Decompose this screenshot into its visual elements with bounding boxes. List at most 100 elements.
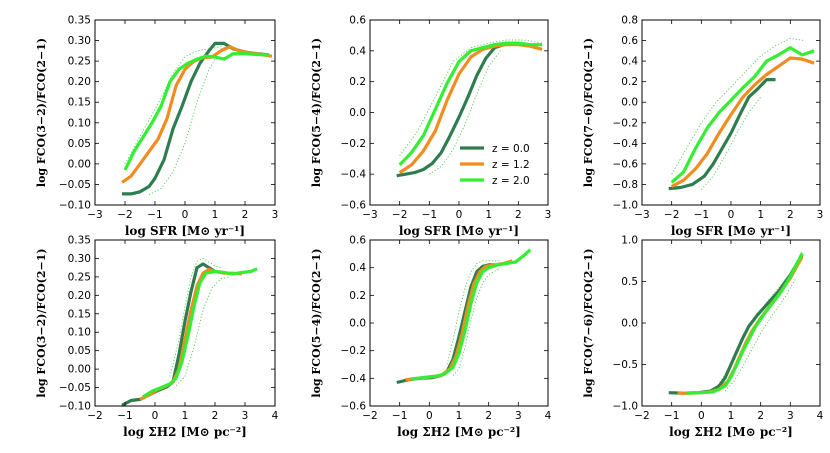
y-tick-label: 0.4 — [349, 45, 366, 57]
y-tick-label: −0.05 — [59, 179, 91, 191]
series-line-20 — [398, 41, 543, 167]
y-tick-label: −0.10 — [59, 401, 91, 413]
x-tick-label: 2 — [485, 410, 492, 422]
y-axis-label: log FCO(3−2)/FCO(2−1) — [35, 38, 48, 187]
y-axis-label: log FCO(7−6)/FCO(2−1) — [582, 248, 595, 397]
x-tick-label: −1 — [392, 410, 407, 422]
y-tick-label: −0.05 — [59, 382, 91, 394]
plot-frame — [641, 239, 821, 407]
legend: z = 0.0 z = 1.2 z = 2.0 — [460, 143, 530, 187]
y-tick-label: 0.25 — [68, 56, 91, 68]
x-tick-label: 3 — [515, 410, 522, 422]
y-tick-label: 0.10 — [68, 327, 91, 339]
y-tick-label: 0.6 — [349, 15, 366, 27]
series-line-00 — [396, 43, 505, 178]
x-tick-label: −2 — [362, 410, 377, 422]
y-tick-label: −0.8 — [613, 179, 639, 191]
scatter-band-2 — [175, 276, 231, 387]
panel-4: −2 −1 0 1 2 3 4 −0.10 −0.05 0.00 0.05 0.10 0.15 0.20 0… — [35, 235, 279, 440]
x-tick-label: −2 — [634, 410, 649, 422]
x-tick-label: 3 — [272, 209, 279, 221]
panel-5: −2 −1 0 1 2 3 4 −0.6 −0.4 −0.2 0.0 0.2 0.4 0.6 log ΣH2… — [310, 235, 552, 440]
plot-frame — [94, 19, 276, 206]
x-tick-label: 1 — [757, 209, 764, 221]
x-tick-label: −1 — [664, 410, 679, 422]
x-tick-label: 1 — [485, 209, 492, 221]
y-tick-label: −0.2 — [341, 345, 367, 357]
x-tick-label: −1 — [117, 410, 132, 422]
y-tick-label: 0.35 — [68, 15, 91, 27]
x-tick-label: 0 — [182, 209, 189, 221]
y-tick-label: 0.35 — [68, 235, 91, 247]
plot-area — [121, 41, 273, 196]
scatter-band-2 — [148, 44, 234, 196]
legend-label: z = 2.0 — [492, 175, 530, 187]
series-line-20 — [142, 267, 258, 399]
y-tick-label: 0.6 — [349, 235, 366, 247]
x-axis-label: log ΣH2 [M⊙ pc⁻²] — [397, 425, 521, 439]
y-tick-label: 0.2 — [621, 76, 638, 88]
scatter-band-2 — [452, 267, 501, 376]
x-tick-label: −1 — [422, 209, 437, 221]
y-tick-label: 1.0 — [621, 235, 638, 247]
x-tick-label: −3 — [87, 209, 102, 221]
x-tick-label: 0 — [456, 209, 463, 221]
x-tick-label: 4 — [817, 410, 824, 422]
series-line-00 — [122, 41, 270, 196]
series-line-12 — [677, 255, 804, 395]
x-tick-label: 2 — [515, 209, 522, 221]
y-tick-label: −0.6 — [341, 200, 367, 212]
x-tick-label: 0 — [426, 410, 433, 422]
legend-label: z = 0.0 — [492, 143, 530, 155]
y-tick-label: 0.8 — [621, 15, 638, 27]
y-tick-label: 0.00 — [68, 364, 91, 376]
y-tick-label: −1.0 — [613, 401, 639, 413]
x-tick-label: 3 — [787, 410, 794, 422]
x-tick-label: −2 — [392, 209, 407, 221]
y-axis-label: log FCO(5−4)/FCO(2−1) — [310, 248, 323, 397]
y-tick-label: −0.4 — [341, 169, 367, 181]
x-tick-label: 4 — [545, 410, 552, 422]
y-tick-label: −0.6 — [613, 158, 639, 170]
x-tick-label: 2 — [757, 410, 764, 422]
legend-label: z = 1.2 — [492, 159, 530, 171]
scatter-band-1 — [399, 39, 543, 156]
y-tick-label: 0.25 — [68, 271, 91, 283]
x-tick-label: 1 — [728, 410, 735, 422]
series-line-20 — [123, 52, 270, 171]
series-line-00 — [668, 78, 776, 191]
panel-6: −2 −1 0 1 2 3 4 −1.0 −0.5 0.0 0.5 1.0 log ΣH2 [M⊙ pc… — [582, 235, 824, 440]
y-tick-label: 0.05 — [68, 138, 91, 150]
y-tick-label: 0.10 — [68, 117, 91, 129]
x-tick-label: 3 — [242, 410, 249, 422]
x-tick-label: −1 — [147, 209, 162, 221]
series-line-00 — [396, 263, 495, 385]
x-tick-label: 1 — [182, 410, 189, 422]
x-axis-label: log SFR [M⊙ yr⁻¹] — [399, 224, 519, 238]
x-axis-label: log SFR [M⊙ yr⁻¹] — [671, 224, 791, 238]
y-tick-label: −0.5 — [613, 359, 639, 371]
plot-area — [396, 39, 543, 178]
series-line-12 — [670, 56, 815, 188]
y-tick-label: 0.00 — [68, 158, 91, 170]
series-line-20 — [686, 252, 804, 395]
y-tick-label: 0.5 — [621, 276, 638, 288]
y-tick-label: 0.4 — [349, 262, 366, 274]
y-tick-label: −0.4 — [341, 373, 367, 385]
x-tick-label: 0 — [698, 410, 705, 422]
x-tick-label: −2 — [664, 209, 679, 221]
panel-1: −3 −2 −1 0 1 2 3 −0.10 −0.05 0.00 0.05 0.10 0.15 0.20… — [35, 15, 278, 239]
x-tick-label: −3 — [362, 209, 377, 221]
y-tick-label: 0.0 — [621, 97, 638, 109]
scatter-band-2 — [429, 50, 501, 175]
y-tick-label: 0.20 — [68, 76, 91, 88]
y-tick-label: 0.0 — [349, 318, 366, 330]
y-tick-label: 0.0 — [349, 107, 366, 119]
x-axis-label: log SFR [M⊙ yr⁻¹] — [125, 224, 245, 238]
y-tick-label: −0.4 — [613, 138, 639, 150]
scatter-band-1 — [169, 257, 222, 377]
x-tick-label: −2 — [117, 209, 132, 221]
x-tick-label: 2 — [212, 410, 219, 422]
x-tick-label: 1 — [456, 410, 463, 422]
